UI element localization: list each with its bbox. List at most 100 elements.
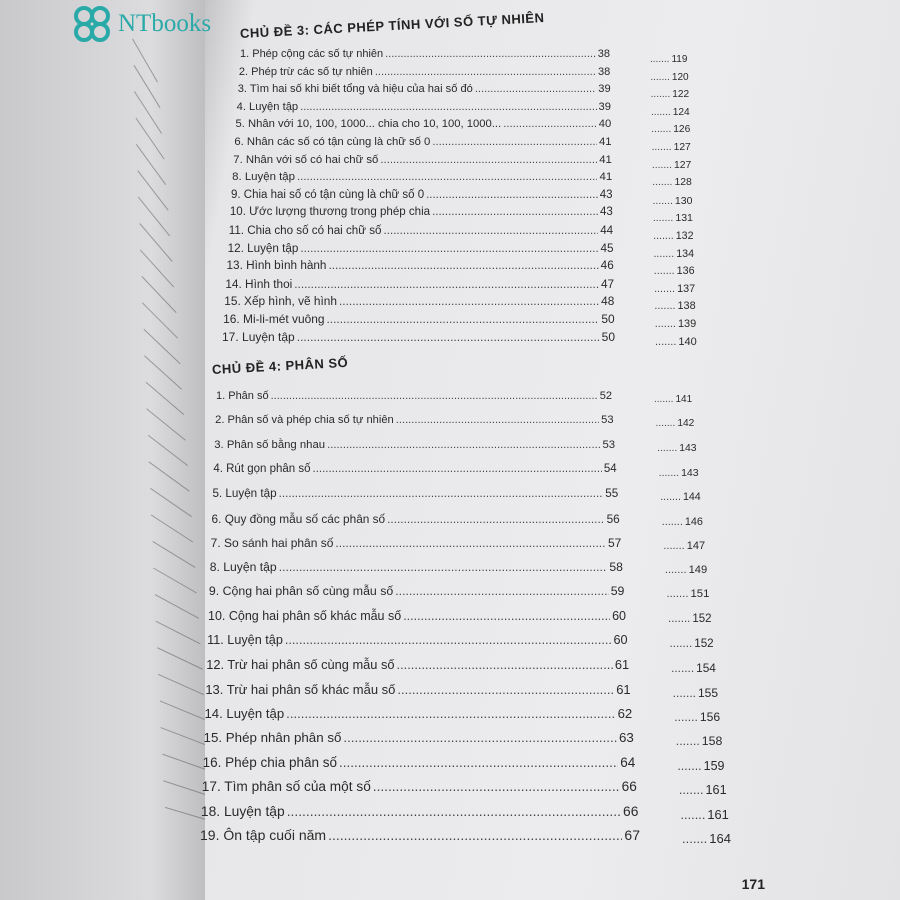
entry-ref-page: ....... 139 [654, 318, 697, 330]
entry-page: 62 [617, 705, 633, 721]
leader-dots [385, 48, 596, 60]
ref-number: 155 [698, 685, 719, 700]
entry-ref-page: ....... 143 [657, 442, 697, 454]
leader-dots [397, 682, 614, 697]
entry-title: 14. Luyện tập [204, 705, 285, 721]
entry-ref-page: ....... 147 [663, 539, 706, 552]
entry-page: 41 [598, 136, 612, 148]
ref-number: 132 [675, 230, 694, 242]
entry-page: 50 [601, 312, 615, 326]
leader-dots [271, 390, 598, 402]
toc-entry: 7. Nhân với số có hai chữ số 41 [233, 154, 612, 166]
toc-entry: 10. Cộng hai phân số khác mẫu số 60 [208, 609, 626, 623]
entry-ref-page: ....... 120 [650, 71, 689, 83]
toc-entry: 16. Mi-li-mét vuông 50 [223, 312, 615, 326]
entry-page: 60 [612, 608, 626, 623]
leader-dots [397, 657, 613, 672]
entry-ref-page: ....... 152 [669, 637, 714, 650]
ref-number: 142 [677, 418, 695, 430]
ref-number: 164 [709, 831, 731, 847]
entry-title: 5. Nhân với 10, 100, 1000... chia cho 10… [235, 118, 502, 131]
left-page-line [153, 567, 197, 594]
left-page-line [136, 170, 169, 211]
ref-number: 141 [675, 394, 693, 405]
ref-number: 119 [671, 54, 688, 65]
entry-title: 6. Nhân các số có tận cùng là chữ số 0 [234, 136, 431, 148]
toc-entry: 13. Trừ hai phân số khác mẫu số 61 [205, 682, 630, 697]
entry-title: 3. Tìm hai số khi biết tổng và hiệu của … [237, 83, 473, 96]
entry-page: 56 [606, 511, 620, 526]
entry-title: 2. Phân số và phép chia số tự nhiên [215, 414, 394, 427]
toc-entry: 5. Luyện tập 55 [212, 487, 618, 500]
entry-title: 15. Phép nhân phân số [203, 730, 342, 746]
entry-page: 40 [598, 118, 612, 131]
toc-entry: 3. Tìm hai số khi biết tổng và hiệu của … [238, 83, 611, 95]
entry-title: 9. Chia hai số có tận cùng là chữ số 0 [231, 188, 425, 201]
toc-entry: 18. Luyện tập 66 [201, 803, 639, 819]
toc-entry: 5. Nhân với 10, 100, 1000... chia cho 10… [236, 118, 612, 130]
entry-page: 45 [600, 241, 614, 255]
leader-dots [503, 118, 597, 130]
leader-dots [297, 171, 597, 183]
ref-number: 151 [690, 588, 710, 601]
ref-number: 149 [688, 564, 708, 577]
entry-page: 53 [601, 414, 614, 427]
leader-dots [286, 706, 615, 721]
entry-title: 11. Chia cho số có hai chữ số [228, 224, 382, 237]
entry-title: 7. Nhân với số có hai chữ số [233, 153, 379, 166]
entry-ref-page: ....... 132 [653, 230, 694, 242]
entry-ref-page: ....... 128 [652, 177, 692, 189]
entry-page: 41 [599, 153, 612, 166]
entry-page: 41 [599, 171, 613, 184]
entry-page: 48 [601, 294, 615, 309]
entry-ref-page: ....... 144 [660, 491, 701, 504]
entry-title: 18. Luyện tập [200, 803, 285, 820]
leader-dots [475, 83, 596, 95]
toc-entry: 12. Trừ hai phân số cùng mẫu số 61 [206, 657, 629, 672]
ref-number: 127 [673, 142, 691, 153]
left-page-line [159, 700, 206, 721]
page-number: 171 [741, 876, 765, 892]
entry-ref-page: ....... 151 [666, 588, 710, 601]
left-page-line [150, 514, 194, 543]
entry-title: 11. Luyện tập [207, 633, 283, 647]
entry-ref-page: ....... 161 [680, 807, 729, 823]
leader-dots [343, 730, 617, 745]
toc-entry: 12. Luyện tập 45 [228, 242, 614, 255]
entry-page: 55 [605, 487, 619, 501]
leader-dots [300, 101, 596, 113]
leader-dots [313, 463, 602, 475]
entry-title: 9. Cộng hai phân số cùng mẫu số [208, 584, 394, 599]
entry-ref-page: ....... 149 [664, 564, 708, 577]
left-page-line [138, 223, 173, 262]
entry-title: 7. So sánh hai phân số [210, 535, 334, 550]
toc-entry: 9. Chia hai số có tận cùng là chữ số 0 43 [231, 189, 613, 201]
leader-dots [335, 536, 606, 550]
ref-number: 158 [701, 734, 723, 749]
entry-ref-page: ....... 126 [651, 124, 691, 136]
entry-title: 15. Xếp hình, vẽ hình [224, 294, 338, 309]
leader-dots [375, 66, 596, 78]
toc-entry: 13. Hình bình hành 46 [227, 259, 614, 272]
entry-ref-page: ....... 127 [651, 142, 691, 153]
entry-page: 61 [614, 657, 630, 673]
entry-title: 1. Phân số [216, 390, 269, 402]
leader-dots [279, 487, 604, 500]
entry-ref-page: ....... 143 [658, 466, 699, 479]
logo-text: NTbooks [118, 10, 212, 37]
leader-dots [279, 560, 608, 574]
ref-number: 131 [675, 212, 693, 225]
ref-number: 147 [686, 539, 706, 552]
leader-dots [327, 312, 600, 326]
entry-ref-page: ....... 130 [652, 194, 693, 207]
left-page-line [147, 434, 188, 467]
ref-number: 140 [678, 335, 697, 348]
entry-page: 57 [607, 535, 622, 550]
entry-page: 54 [603, 462, 617, 475]
left-page-line [133, 64, 160, 109]
left-page-line [134, 117, 165, 160]
toc-entry: 15. Phép nhân phân số 63 [204, 730, 634, 745]
entry-title: 4. Luyện tập [236, 100, 299, 113]
left-page-line [151, 541, 196, 568]
ref-number: 161 [707, 807, 729, 823]
